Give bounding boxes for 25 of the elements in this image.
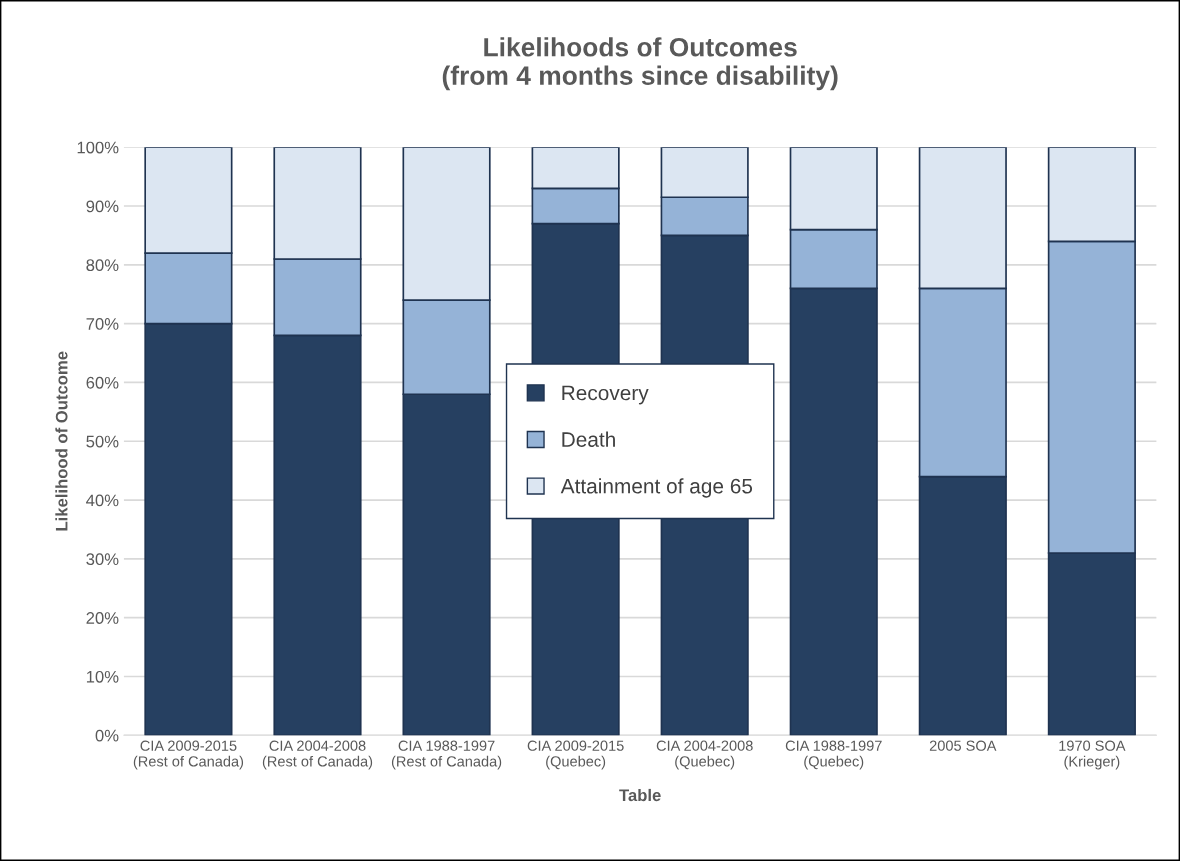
y-tick-label: 40% [86,494,119,507]
x-tick-label: CIA 2004-2008 (Rest of Canada) [262,740,373,770]
y-tick-label: 10% [86,670,119,683]
y-tick-label: 80% [86,259,119,272]
y-tick-label: 90% [86,200,119,213]
legend-label: Attainment of age 65 [560,478,753,498]
y-axis-title: Likelihood of Outcome [55,351,68,531]
legend-label: Death [562,431,615,447]
y-tick-label: 0% [95,729,119,742]
y-tick-label: 60% [86,376,119,389]
x-tick-label: 1970 SOA (Krieger) [1059,740,1126,770]
y-tick-label: 100% [77,141,119,154]
chart-title: Likelihoods of Outcomes (from 4 months since disability) [442,37,838,91]
x-tick-label: CIA 1988-1997 (Quebec) [785,740,882,770]
y-tick-label: 30% [86,553,119,566]
x-tick-label: CIA 2004-2008 (Quebec) [656,740,753,770]
y-tick-label: 70% [86,318,119,330]
x-tick-label: CIA 2009-2015 (Quebec) [527,740,624,770]
x-axis-title: Table [619,788,661,802]
y-tick-label: 20% [86,612,119,624]
x-tick-label: CIA 2009-2015 (Rest of Canada) [133,740,244,770]
y-tick-label: 50% [86,435,119,448]
x-tick-label: 2005 SOA [929,740,997,751]
x-tick-label: CIA 1988-1997 (Rest of Canada) [391,740,502,770]
legend-label: Recovery [562,385,649,405]
